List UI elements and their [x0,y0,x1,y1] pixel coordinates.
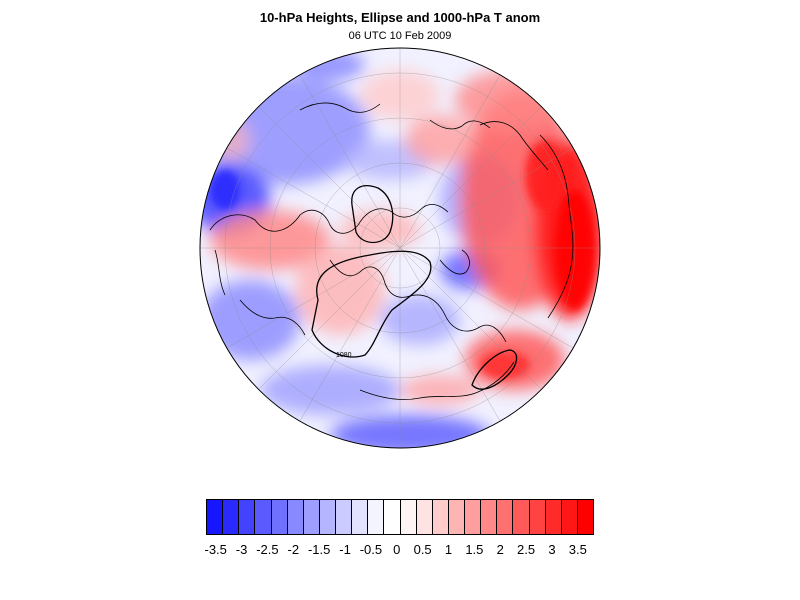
contour-small-polar [351,185,394,244]
contour-small-southeast [471,349,518,390]
height-contours [311,185,518,390]
colorbar-tick-label: 2 [496,542,504,557]
colorbar-labels: -3.5 -3 -2.5 -2 -1.5 -1 -0.5 0 0.5 1 1.5 2 2.5 3 3.5 [204,542,594,560]
colorbar-swatch [239,500,256,534]
temperature-anomaly-field [200,50,600,448]
colorbar-swatch [319,500,336,534]
colorbar-swatch [513,500,530,534]
chart-subtitle: 06 UTC 10 Feb 2009 [348,30,452,42]
colorbar-swatch [352,500,369,534]
colorbar-tick-label: -3.5 [204,542,227,557]
colorbar-swatch [448,500,465,534]
colorbar-tick-label: 1 [444,542,453,557]
colorbar-tick-label: 2.5 [517,542,536,557]
contour-label: 1080 [336,352,352,359]
colorbar-tick-label: -3 [235,542,248,557]
graticule [200,48,600,448]
colorbar-swatch [545,500,562,534]
colorbar-tick-label: -1.5 [307,542,331,557]
coastlines [209,102,574,400]
colorbar-tick-label: -1 [339,542,351,557]
colorbar-tick-label: 3.5 [568,542,587,557]
colorbar-tick-label: -2.5 [256,542,279,557]
colorbar-tick-label: -0.5 [359,542,383,557]
chart-title: 10-hPa Heights, Ellipse and 1000-hPa T a… [259,10,541,25]
colorbar-swatch [223,500,240,534]
colorbar-swatch [529,500,546,534]
globe-outline [199,47,601,449]
colorbar-swatch [432,500,449,534]
colorbar-swatch [271,500,288,534]
colorbar-swatch [336,500,353,534]
colorbar-swatch [465,500,482,534]
colorbar-swatch [287,500,304,534]
contour-ellipse [311,250,432,358]
colorbar-swatch [384,500,401,534]
colorbar-swatch [368,500,385,534]
colorbar-tick-label: -2 [287,542,300,557]
colorbar-swatch [561,500,578,534]
colorbar-tick-label: 3 [548,542,556,557]
colorbar-swatch [497,500,514,534]
colorbar-swatch [416,500,433,534]
colorbar-tick-label: 0.5 [413,542,432,557]
colorbar-swatch [207,500,224,534]
colorbar-tick-label: 1.5 [465,542,484,557]
colorbar-tick-label: 0 [393,542,401,557]
colorbar-swatch [577,500,593,534]
colorbar-swatch [255,500,272,534]
colorbar-swatch [481,500,498,534]
colorbar-swatch [400,500,417,534]
colorbar [206,499,594,535]
colorbar-swatch [303,500,320,534]
